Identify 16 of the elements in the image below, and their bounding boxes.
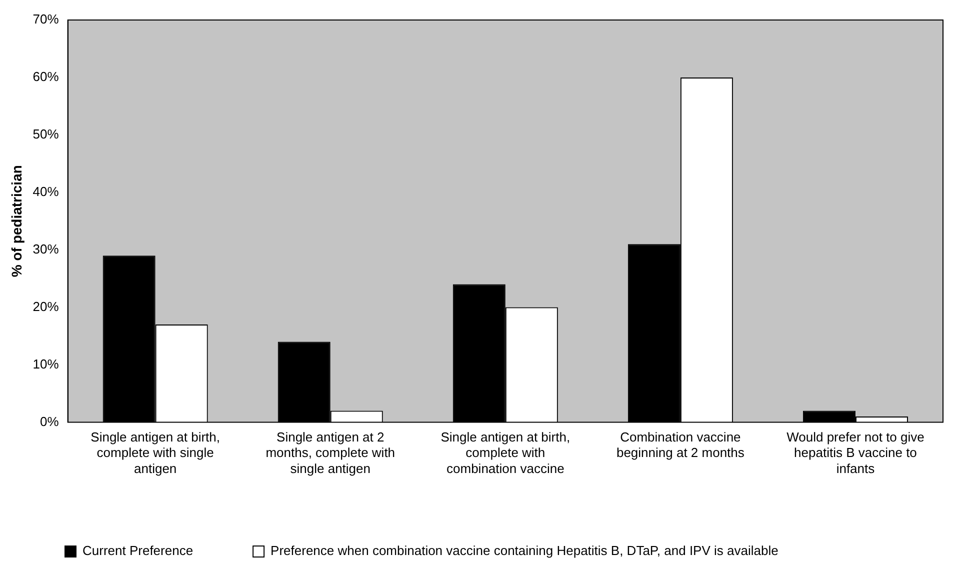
legend-label: Current Preference xyxy=(82,543,194,558)
x-tick-label: Would prefer not to give hepatitis B vaccine to infants xyxy=(786,430,924,476)
y-tick-label: 60% xyxy=(32,69,60,84)
y-tick-label: 50% xyxy=(32,126,60,142)
y-tick-label: 30% xyxy=(32,241,60,256)
y-tick-label: 10% xyxy=(32,356,60,372)
y-tick-label: 20% xyxy=(32,298,60,314)
x-tick-label: Combination vaccine beginning at 2 months xyxy=(616,430,745,460)
x-tick-label: Single antigen at birth, complete with combination vaccine xyxy=(440,430,570,476)
y-tick-label: 0% xyxy=(40,414,60,429)
y-tick-label: 70% xyxy=(32,12,60,27)
legend-label: Preference when combination vaccine containing Hepatitis B, DTaP, and IPV is available xyxy=(270,543,778,558)
x-tick-label: Single antigen at 2 months, complete with single antigen xyxy=(266,430,396,476)
x-tick-label: Single antigen at birth, complete with single antigen xyxy=(90,430,220,476)
y-tick-label: 40% xyxy=(32,184,60,199)
y-axis-title: % of pediatrician xyxy=(8,165,24,278)
